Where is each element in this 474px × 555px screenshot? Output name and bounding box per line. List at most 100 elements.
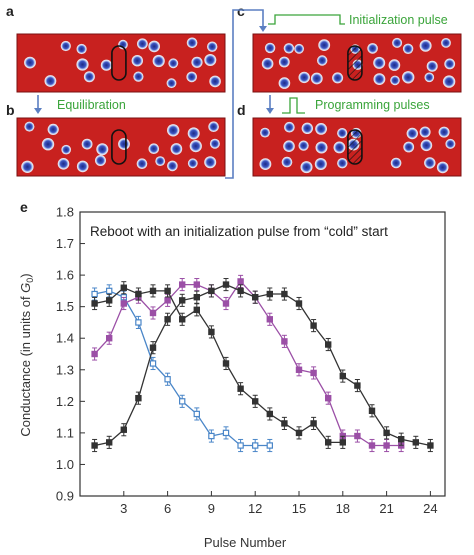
lattice-spot <box>47 123 59 135</box>
lattice-spot <box>367 43 378 54</box>
y-tick-label: 1.3 <box>56 362 74 377</box>
lattice-spot <box>21 160 34 173</box>
lattice-spot <box>402 43 414 54</box>
lattice-spot <box>441 38 451 48</box>
lattice-spot <box>167 124 180 137</box>
lattice-spot <box>155 156 166 167</box>
data-point <box>295 429 303 437</box>
data-point <box>325 341 332 348</box>
lattice-spot <box>284 121 295 133</box>
lattice-spot <box>426 60 438 72</box>
series-2 <box>91 274 405 453</box>
series-3 <box>91 281 347 449</box>
lattice-spot <box>81 138 93 150</box>
lattice-spot <box>283 140 295 152</box>
x-tick-label: 12 <box>248 501 262 516</box>
y-tick-label: 1.2 <box>56 394 74 409</box>
data-point <box>295 300 303 307</box>
y-tick-label: 1.0 <box>56 457 74 472</box>
data-point <box>105 297 113 304</box>
data-point <box>252 442 259 449</box>
x-tick-label: 15 <box>292 501 306 516</box>
plot-frame <box>79 211 446 497</box>
arrow-b-to-c <box>225 9 264 179</box>
data-point <box>266 290 274 298</box>
lattice-spot <box>131 55 143 67</box>
lattice-spot <box>310 72 323 85</box>
data-point <box>398 436 405 443</box>
data-point <box>193 410 200 418</box>
lattice-spot <box>209 75 221 88</box>
x-tick-label: 9 <box>208 501 215 516</box>
lattice-spot <box>444 58 456 70</box>
lattice-spot <box>95 155 106 166</box>
lattice-spot <box>24 56 36 69</box>
data-point <box>149 344 157 351</box>
lattice-panel-c <box>252 33 462 93</box>
data-point <box>179 297 186 304</box>
data-point <box>222 360 230 367</box>
selection-outline <box>111 45 127 81</box>
y-tick-label: 1.8 <box>56 205 74 220</box>
x-tick-label: 6 <box>164 501 171 516</box>
data-point <box>91 300 98 307</box>
series-line <box>94 280 402 447</box>
lattice-spot <box>442 75 456 88</box>
x-axis-label: Pulse Number <box>204 535 287 550</box>
data-point <box>208 328 215 336</box>
x-tick-label: 3 <box>120 501 127 516</box>
lattice-spot <box>318 39 331 51</box>
lattice-spot <box>333 141 346 154</box>
lattice-spot <box>96 143 109 156</box>
lattice-spot <box>300 161 313 174</box>
panel-label-c: c <box>237 3 245 19</box>
lattice-spot <box>41 138 55 151</box>
lattice-spot <box>167 160 178 172</box>
lattice-spot <box>76 160 89 173</box>
lattice-spot <box>187 158 198 169</box>
lattice-panel-d <box>252 117 462 177</box>
lattice-spot <box>301 122 313 134</box>
lattice-spot <box>281 156 293 168</box>
lattice-spot <box>373 56 386 69</box>
lattice-spot <box>388 59 401 71</box>
data-point <box>325 394 332 402</box>
data-point <box>368 442 376 449</box>
data-point <box>222 281 230 288</box>
lattice-spot <box>419 39 432 52</box>
lattice-spot <box>24 121 35 132</box>
lattice-spot <box>402 71 415 84</box>
lattice-spot <box>390 157 402 169</box>
caption-programming-pulses: Programming pulses <box>315 98 430 112</box>
data-point <box>91 442 98 449</box>
data-point <box>325 439 332 446</box>
data-point <box>222 429 230 437</box>
caption-equilibration: Equilibration <box>57 98 126 112</box>
pulse-glyphs <box>268 14 345 114</box>
data-point <box>193 294 200 301</box>
lattice-spot <box>259 158 272 171</box>
arrow-head-a-to-b <box>34 108 42 114</box>
lattice-spot <box>424 72 435 83</box>
lattice-spot <box>337 128 348 139</box>
lattice-spot <box>436 161 449 174</box>
data-point <box>281 338 288 345</box>
data-point <box>105 287 113 295</box>
lattice-spot <box>186 71 197 83</box>
lattice-spot <box>60 40 71 52</box>
x-tick-label: 21 <box>379 501 393 516</box>
x-tick-label: 24 <box>423 501 437 516</box>
y-tick-label: 0.9 <box>56 489 74 504</box>
lattice-spot <box>168 58 179 69</box>
data-point <box>105 439 113 446</box>
lattice-spot <box>315 141 328 154</box>
data-point <box>91 290 98 298</box>
lattice-spot <box>191 56 203 68</box>
data-point <box>193 281 200 288</box>
panel-label-e: e <box>20 199 28 215</box>
data-point <box>135 319 142 326</box>
data-point <box>383 429 390 437</box>
lattice-spot <box>170 143 183 155</box>
lattice-spot <box>100 59 112 71</box>
y-tick-label: 1.4 <box>56 331 74 346</box>
